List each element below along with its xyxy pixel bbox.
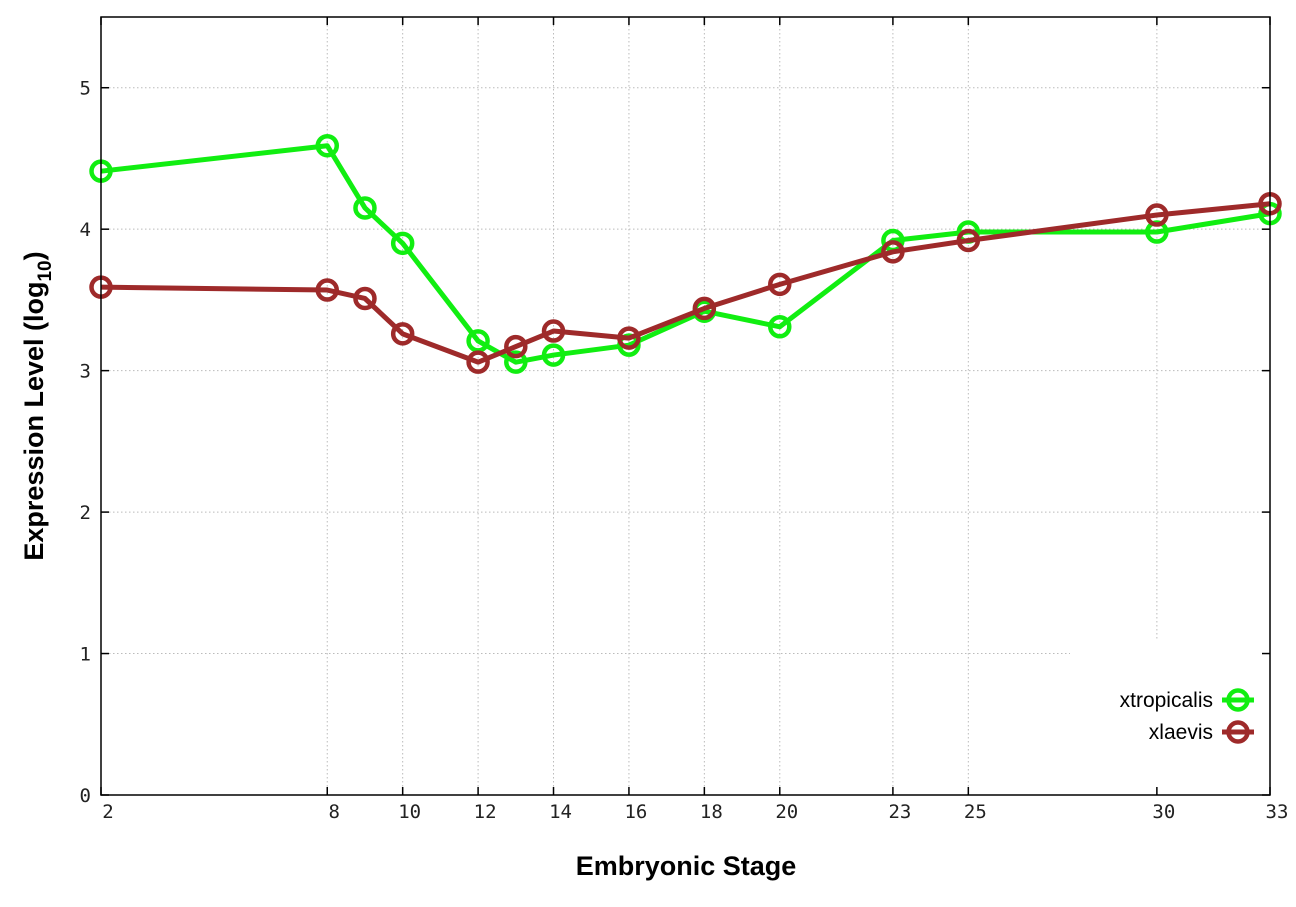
x-tick-label: 8	[329, 801, 340, 823]
y-tick-label: 5	[80, 78, 91, 100]
series-xlaevis	[89, 191, 1282, 374]
data-point	[315, 133, 340, 158]
y-axis-label-main: Expression Level (log	[19, 282, 49, 561]
data-point	[692, 296, 717, 321]
x-tick-label: 30	[1152, 801, 1175, 823]
legend-label: xlaevis	[1149, 721, 1213, 744]
data-point	[504, 350, 528, 374]
legend-marker	[1226, 720, 1250, 744]
grid	[101, 17, 1270, 795]
x-tick-label: 10	[398, 801, 421, 823]
y-tick-label: 4	[80, 219, 91, 241]
y-axis-label-close: )	[19, 251, 49, 260]
x-tick-label: 33	[1266, 801, 1289, 823]
data-point	[617, 326, 641, 350]
plot-frame	[100, 16, 1271, 796]
y-axis-label: Expression Level (log10)	[19, 251, 56, 560]
y-tick-label: 0	[80, 785, 91, 807]
legend-marker	[1226, 688, 1250, 712]
y-tick-label: 3	[80, 361, 91, 383]
data-point	[353, 286, 377, 311]
data-point	[541, 319, 566, 343]
x-tick-label: 23	[888, 801, 911, 823]
x-tick-label: 12	[474, 801, 497, 823]
data-point	[315, 278, 340, 302]
data-point	[1145, 203, 1169, 227]
data-point	[390, 231, 415, 256]
data-point	[353, 196, 377, 220]
x-tick-label: 16	[624, 801, 647, 823]
legend: xtropicalis xlaevis	[1120, 688, 1254, 744]
y-tick-label: 2	[80, 502, 91, 524]
series-line	[100, 143, 1271, 365]
data-point	[504, 334, 528, 359]
x-tick-label: 18	[700, 801, 723, 823]
legend-label: xtropicalis	[1120, 689, 1213, 712]
data-point	[768, 315, 792, 339]
data-point	[768, 272, 792, 297]
data-point	[956, 228, 981, 253]
data-point	[390, 322, 415, 346]
series-line	[100, 201, 1271, 365]
data-point	[541, 343, 566, 367]
series-group	[89, 133, 1282, 374]
x-tick-label: 25	[964, 801, 987, 823]
x-tick-label: 2	[102, 801, 113, 823]
data-point	[466, 350, 490, 374]
x-tick-label: 20	[775, 801, 798, 823]
data-point	[881, 240, 905, 264]
series-xtropicalis	[89, 133, 1282, 374]
x-tick-label: 14	[549, 801, 572, 823]
y-axis-label-sub: 10	[35, 260, 56, 281]
x-axis-label: Embryonic Stage	[576, 851, 797, 881]
y-tick-label: 1	[80, 644, 91, 666]
